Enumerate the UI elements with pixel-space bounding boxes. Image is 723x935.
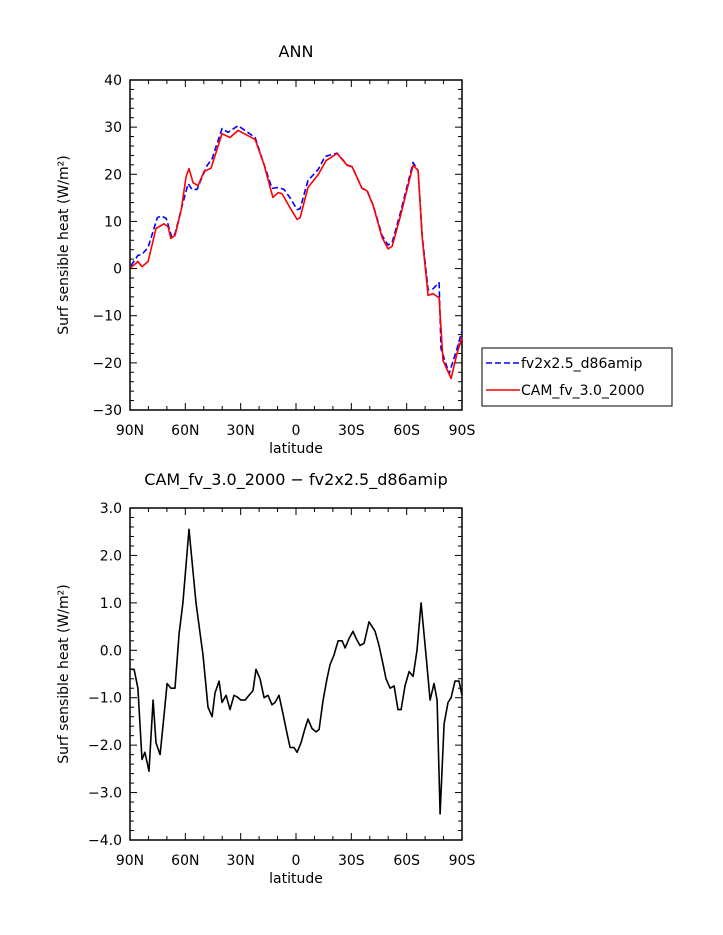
y-tick-label: −30 bbox=[92, 403, 122, 419]
chart-title: ANN bbox=[279, 42, 314, 61]
x-tick-label: 60N bbox=[171, 423, 199, 439]
plot-frame bbox=[129, 79, 463, 411]
plot-frame bbox=[129, 507, 463, 841]
series-line-cam-fv-3-0-2000 bbox=[130, 129, 463, 380]
x-tick-label: 90N bbox=[116, 423, 144, 439]
legend-label: CAM_fv_3.0_2000 bbox=[521, 383, 645, 399]
y-tick-label: 30 bbox=[104, 120, 122, 136]
x-tick-label: 30S bbox=[338, 423, 365, 439]
x-tick-label: 30N bbox=[227, 853, 255, 869]
x-tick-label: 90S bbox=[449, 853, 476, 869]
y-tick-label: 3.0 bbox=[100, 501, 122, 517]
y-axis-label: Surf sensible heat (W/m²) bbox=[56, 155, 72, 334]
x-tick-label: 90S bbox=[449, 423, 476, 439]
x-axis-label: latitude bbox=[269, 871, 323, 887]
plot-2: CAM_fv_3.0_2000 − fv2x2.5_d86amip −4.0 −3.… bbox=[56, 470, 475, 887]
y-tick-label: −1.0 bbox=[88, 691, 122, 707]
x-tick-label: 0 bbox=[292, 853, 301, 869]
y-tick-label: 20 bbox=[104, 167, 122, 183]
x-tick-label: 60S bbox=[393, 853, 420, 869]
x-tick-label: 90N bbox=[116, 853, 144, 869]
plot-1: ANN −30 −20 −10 0 10 20 30 40 90N 60N 30N 0 30S 60S 90S… bbox=[56, 42, 673, 457]
legend-label: fv2x2.5_d86amip bbox=[521, 356, 642, 372]
legend-box bbox=[481, 347, 673, 407]
y-tick-label: 2.0 bbox=[100, 548, 122, 564]
x-axis-label: latitude bbox=[269, 441, 323, 457]
legend: fv2x2.5_d86amip CAM_fv_3.0_2000 bbox=[481, 347, 673, 407]
y-tick-label: −3.0 bbox=[88, 786, 122, 802]
y-tick-label: −2.0 bbox=[88, 738, 122, 754]
y-axis-label: Surf sensible heat (W/m²) bbox=[56, 584, 72, 763]
series-line-fv2x2-5-d86amip bbox=[130, 124, 463, 375]
y-tick-label: −20 bbox=[92, 356, 122, 372]
chart-title: CAM_fv_3.0_2000 − fv2x2.5_d86amip bbox=[144, 470, 447, 490]
y-tick-label: 0.0 bbox=[100, 643, 122, 659]
x-tick-label: 60S bbox=[393, 423, 420, 439]
y-tick-label: −10 bbox=[92, 309, 122, 325]
y-tick-label: 1.0 bbox=[100, 596, 122, 612]
x-tick-label: 60N bbox=[171, 853, 199, 869]
series-line-difference bbox=[130, 528, 463, 815]
y-tick-label: 10 bbox=[104, 214, 122, 230]
y-tick-label: 0 bbox=[113, 262, 122, 278]
x-tick-label: 0 bbox=[292, 423, 301, 439]
x-tick-label: 30N bbox=[227, 423, 255, 439]
y-tick-label: 40 bbox=[104, 73, 122, 89]
x-tick-label: 30S bbox=[338, 853, 365, 869]
y-tick-label: −4.0 bbox=[88, 833, 122, 849]
